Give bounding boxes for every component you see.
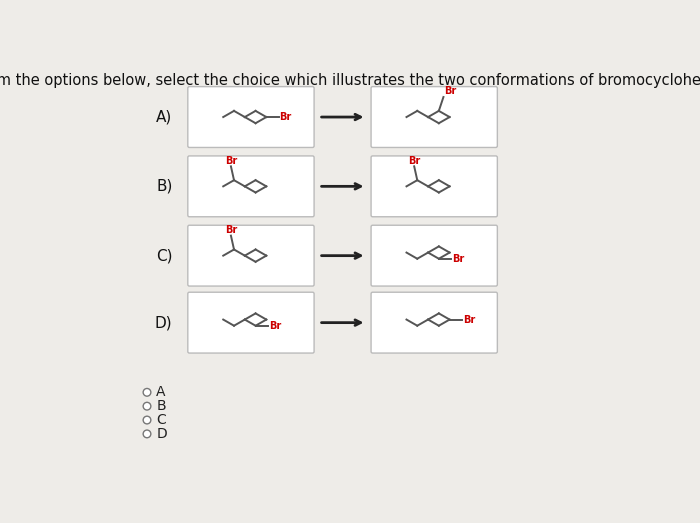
FancyBboxPatch shape [188, 87, 314, 147]
Text: A): A) [156, 109, 172, 124]
FancyBboxPatch shape [371, 156, 497, 217]
Text: Br: Br [225, 225, 237, 235]
Text: B): B) [156, 179, 172, 194]
Text: B: B [156, 399, 166, 413]
FancyBboxPatch shape [188, 292, 314, 353]
Circle shape [143, 402, 150, 410]
Text: Br: Br [279, 112, 292, 122]
Text: From the options below, select the choice which illustrates the two conformation: From the options below, select the choic… [0, 73, 700, 88]
Text: Br: Br [463, 314, 475, 325]
Text: Br: Br [444, 86, 456, 96]
Text: Br: Br [452, 254, 464, 264]
Text: C: C [156, 413, 166, 427]
FancyBboxPatch shape [371, 87, 497, 147]
FancyBboxPatch shape [188, 156, 314, 217]
FancyBboxPatch shape [188, 225, 314, 286]
Text: Br: Br [408, 155, 420, 166]
Circle shape [143, 389, 150, 396]
Text: C): C) [156, 248, 172, 263]
Text: D): D) [155, 315, 172, 330]
Circle shape [143, 416, 150, 424]
Text: A: A [156, 385, 166, 400]
Text: Br: Br [225, 155, 237, 166]
FancyBboxPatch shape [371, 225, 497, 286]
FancyBboxPatch shape [371, 292, 497, 353]
Text: D: D [156, 427, 167, 441]
Text: Br: Br [269, 321, 281, 331]
Circle shape [143, 430, 150, 438]
